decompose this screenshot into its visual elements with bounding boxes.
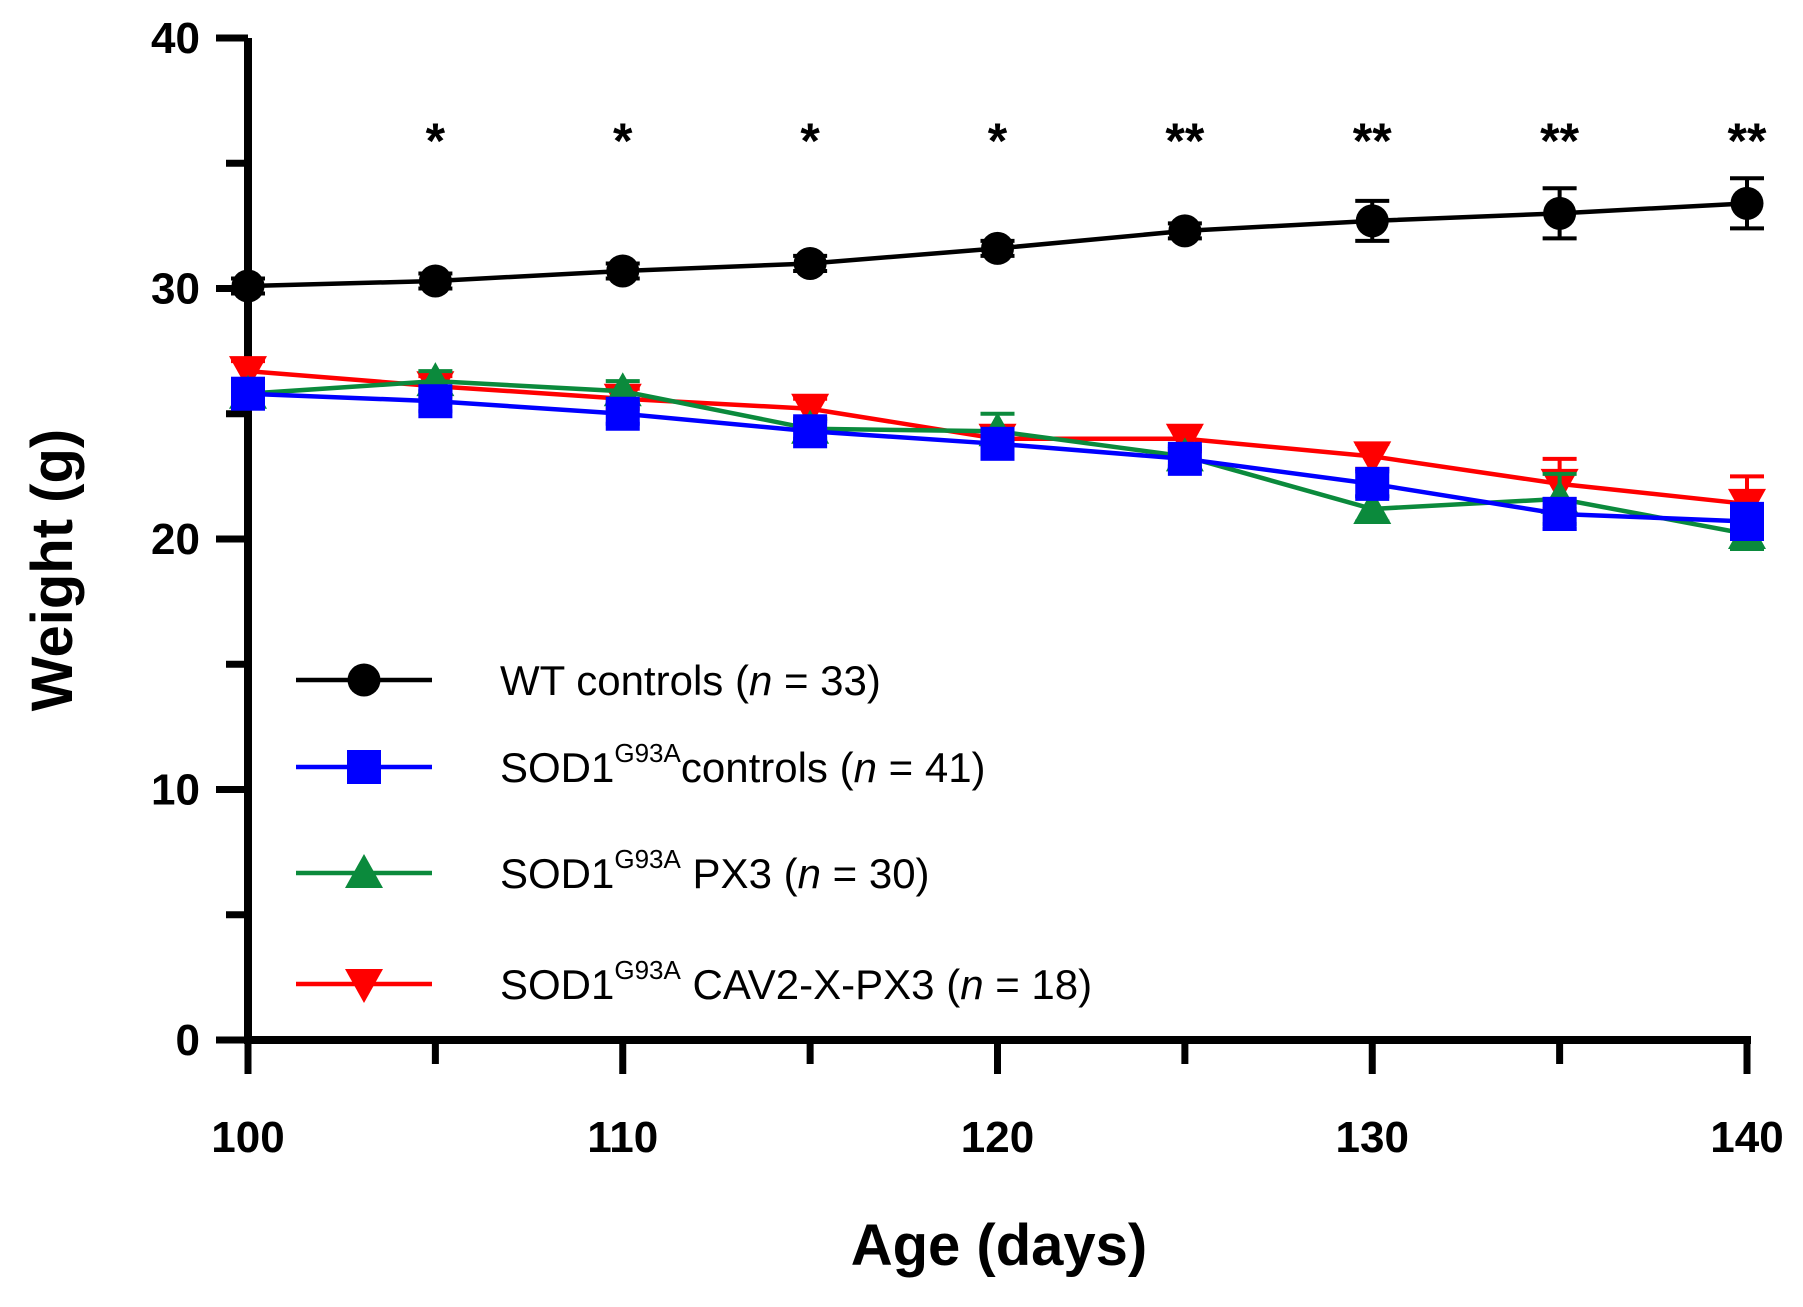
data-point — [1168, 214, 1202, 248]
significance-star: * — [988, 113, 1008, 169]
data-point — [1543, 196, 1577, 230]
x-tick-label: 110 — [587, 1113, 658, 1162]
data-point — [605, 396, 640, 431]
data-point — [1730, 186, 1764, 220]
legend-label: SOD1G93A PX3 (n = 30) — [500, 844, 930, 897]
legend-item: SOD1G93A PX3 (n = 30) — [296, 844, 930, 897]
axes: 0 10 20 30 40 100 110 120 130 140 — [151, 14, 1784, 1162]
y-tick-label: 0 — [176, 1016, 200, 1065]
legend: WT controls (n = 33) SOD1G93Acontrols (n … — [296, 657, 1092, 1008]
legend-marker — [347, 750, 381, 784]
data-point — [1542, 496, 1577, 531]
data-point — [418, 264, 452, 298]
data-point — [1355, 466, 1390, 501]
significance-star: ** — [1353, 113, 1392, 169]
legend-item: SOD1G93A CAV2-X-PX3 (n = 18) — [296, 955, 1092, 1008]
y-tick-label: 10 — [151, 766, 200, 815]
legend-marker — [345, 969, 383, 1003]
data-point — [231, 269, 265, 303]
legend-label: SOD1G93Acontrols (n = 41) — [500, 738, 986, 791]
significance-star: ** — [1540, 113, 1579, 169]
legend-item: WT controls (n = 33) — [296, 657, 881, 704]
data-point — [1353, 441, 1392, 476]
data-point — [793, 414, 828, 449]
significance-star: ** — [1165, 113, 1204, 169]
data-point — [1353, 489, 1392, 524]
data-point — [793, 246, 827, 280]
data-point — [418, 384, 453, 419]
x-tick-label: 100 — [211, 1113, 284, 1162]
legend-marker — [347, 663, 381, 697]
data-point — [231, 376, 265, 411]
y-tick-label: 40 — [151, 14, 200, 63]
data-point — [606, 254, 640, 288]
x-tick-label: 130 — [1336, 1113, 1409, 1162]
significance-star: * — [800, 113, 820, 169]
series-circle — [231, 176, 1764, 303]
y-axis-title: Weight (g) — [20, 429, 85, 711]
significance-star: ** — [1728, 113, 1767, 169]
data-point — [981, 231, 1014, 265]
y-tick-label: 20 — [151, 515, 200, 564]
legend-item: SOD1G93Acontrols (n = 41) — [296, 738, 986, 791]
series-square — [231, 376, 1764, 541]
x-tick-label: 140 — [1710, 1113, 1783, 1162]
legend-label: SOD1G93A CAV2-X-PX3 (n = 18) — [500, 955, 1092, 1008]
data-point — [980, 426, 1015, 461]
y-tick-label: 30 — [151, 265, 200, 314]
data-series — [229, 176, 1766, 552]
significance-markers: * * * * ** ** ** ** — [426, 113, 1767, 169]
significance-star: * — [613, 113, 633, 169]
significance-star: * — [426, 113, 446, 169]
data-point — [229, 356, 267, 391]
data-point — [1167, 441, 1202, 476]
x-axis-title: Age (days) — [851, 1213, 1148, 1278]
x-tick-label: 120 — [961, 1113, 1034, 1162]
data-point — [1730, 504, 1764, 539]
legend-marker — [345, 854, 383, 888]
data-point — [1355, 204, 1389, 238]
legend-label: WT controls (n = 33) — [500, 657, 881, 704]
